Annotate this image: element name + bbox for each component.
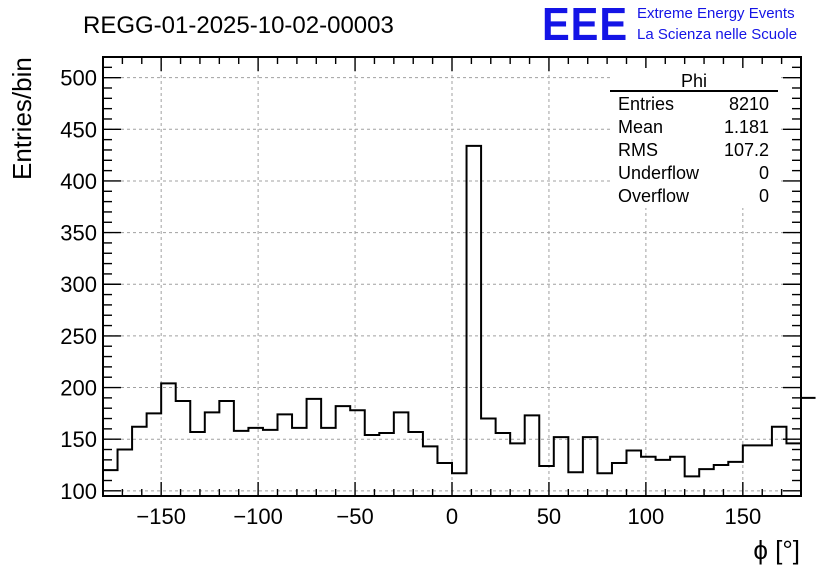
stats-value-mean: 1.181 xyxy=(724,117,769,137)
logo-line-1: Extreme Energy Events xyxy=(637,5,795,22)
x-tick-labels: −150 −100 −50 0 50 100 150 xyxy=(136,504,761,529)
stats-value-underflow: 0 xyxy=(759,163,769,183)
y-axis-label: Entries/bin xyxy=(7,57,37,180)
x-tick-label: −50 xyxy=(336,504,373,529)
stats-value-rms: 107.2 xyxy=(724,140,769,160)
x-axis-label: ϕ [°] xyxy=(753,535,800,565)
y-tick-label: 150 xyxy=(60,427,97,452)
x-tick-label: 150 xyxy=(724,504,761,529)
y-tick-label: 200 xyxy=(60,376,97,401)
y-tick-label: 500 xyxy=(60,66,97,91)
y-tick-label: 350 xyxy=(60,221,97,246)
stats-value-overflow: 0 xyxy=(759,186,769,206)
eee-logo: EEE xyxy=(542,0,628,50)
y-tick-label: 400 xyxy=(60,169,97,194)
stats-label-entries: Entries xyxy=(618,94,674,114)
y-tick-labels: 100 150 200 250 300 350 400 450 500 xyxy=(60,66,97,504)
stats-label-mean: Mean xyxy=(618,117,663,137)
logo-line-2: La Scienza nelle Scuole xyxy=(637,26,797,43)
stats-value-entries: 8210 xyxy=(729,94,769,114)
axis-ticks xyxy=(102,56,802,496)
x-tick-label: −100 xyxy=(233,504,283,529)
stats-label-rms: RMS xyxy=(618,140,658,160)
stats-label-overflow: Overflow xyxy=(618,186,690,206)
y-tick-label: 100 xyxy=(60,479,97,504)
y-tick-label: 300 xyxy=(60,272,97,297)
x-tick-label: 100 xyxy=(628,504,665,529)
stats-box-title: Phi xyxy=(681,71,707,91)
y-tick-label: 450 xyxy=(60,117,97,142)
y-tick-label: 250 xyxy=(60,324,97,349)
chart-title: REGG-01-2025-10-02-00003 xyxy=(83,12,394,39)
x-tick-label: 50 xyxy=(537,504,561,529)
histogram-line xyxy=(103,144,816,478)
stats-box: Phi Entries 8210 Mean 1.181 RMS 107.2 Un… xyxy=(610,68,778,208)
stats-label-underflow: Underflow xyxy=(618,163,700,183)
x-tick-label: 0 xyxy=(446,504,458,529)
x-tick-label: −150 xyxy=(136,504,186,529)
